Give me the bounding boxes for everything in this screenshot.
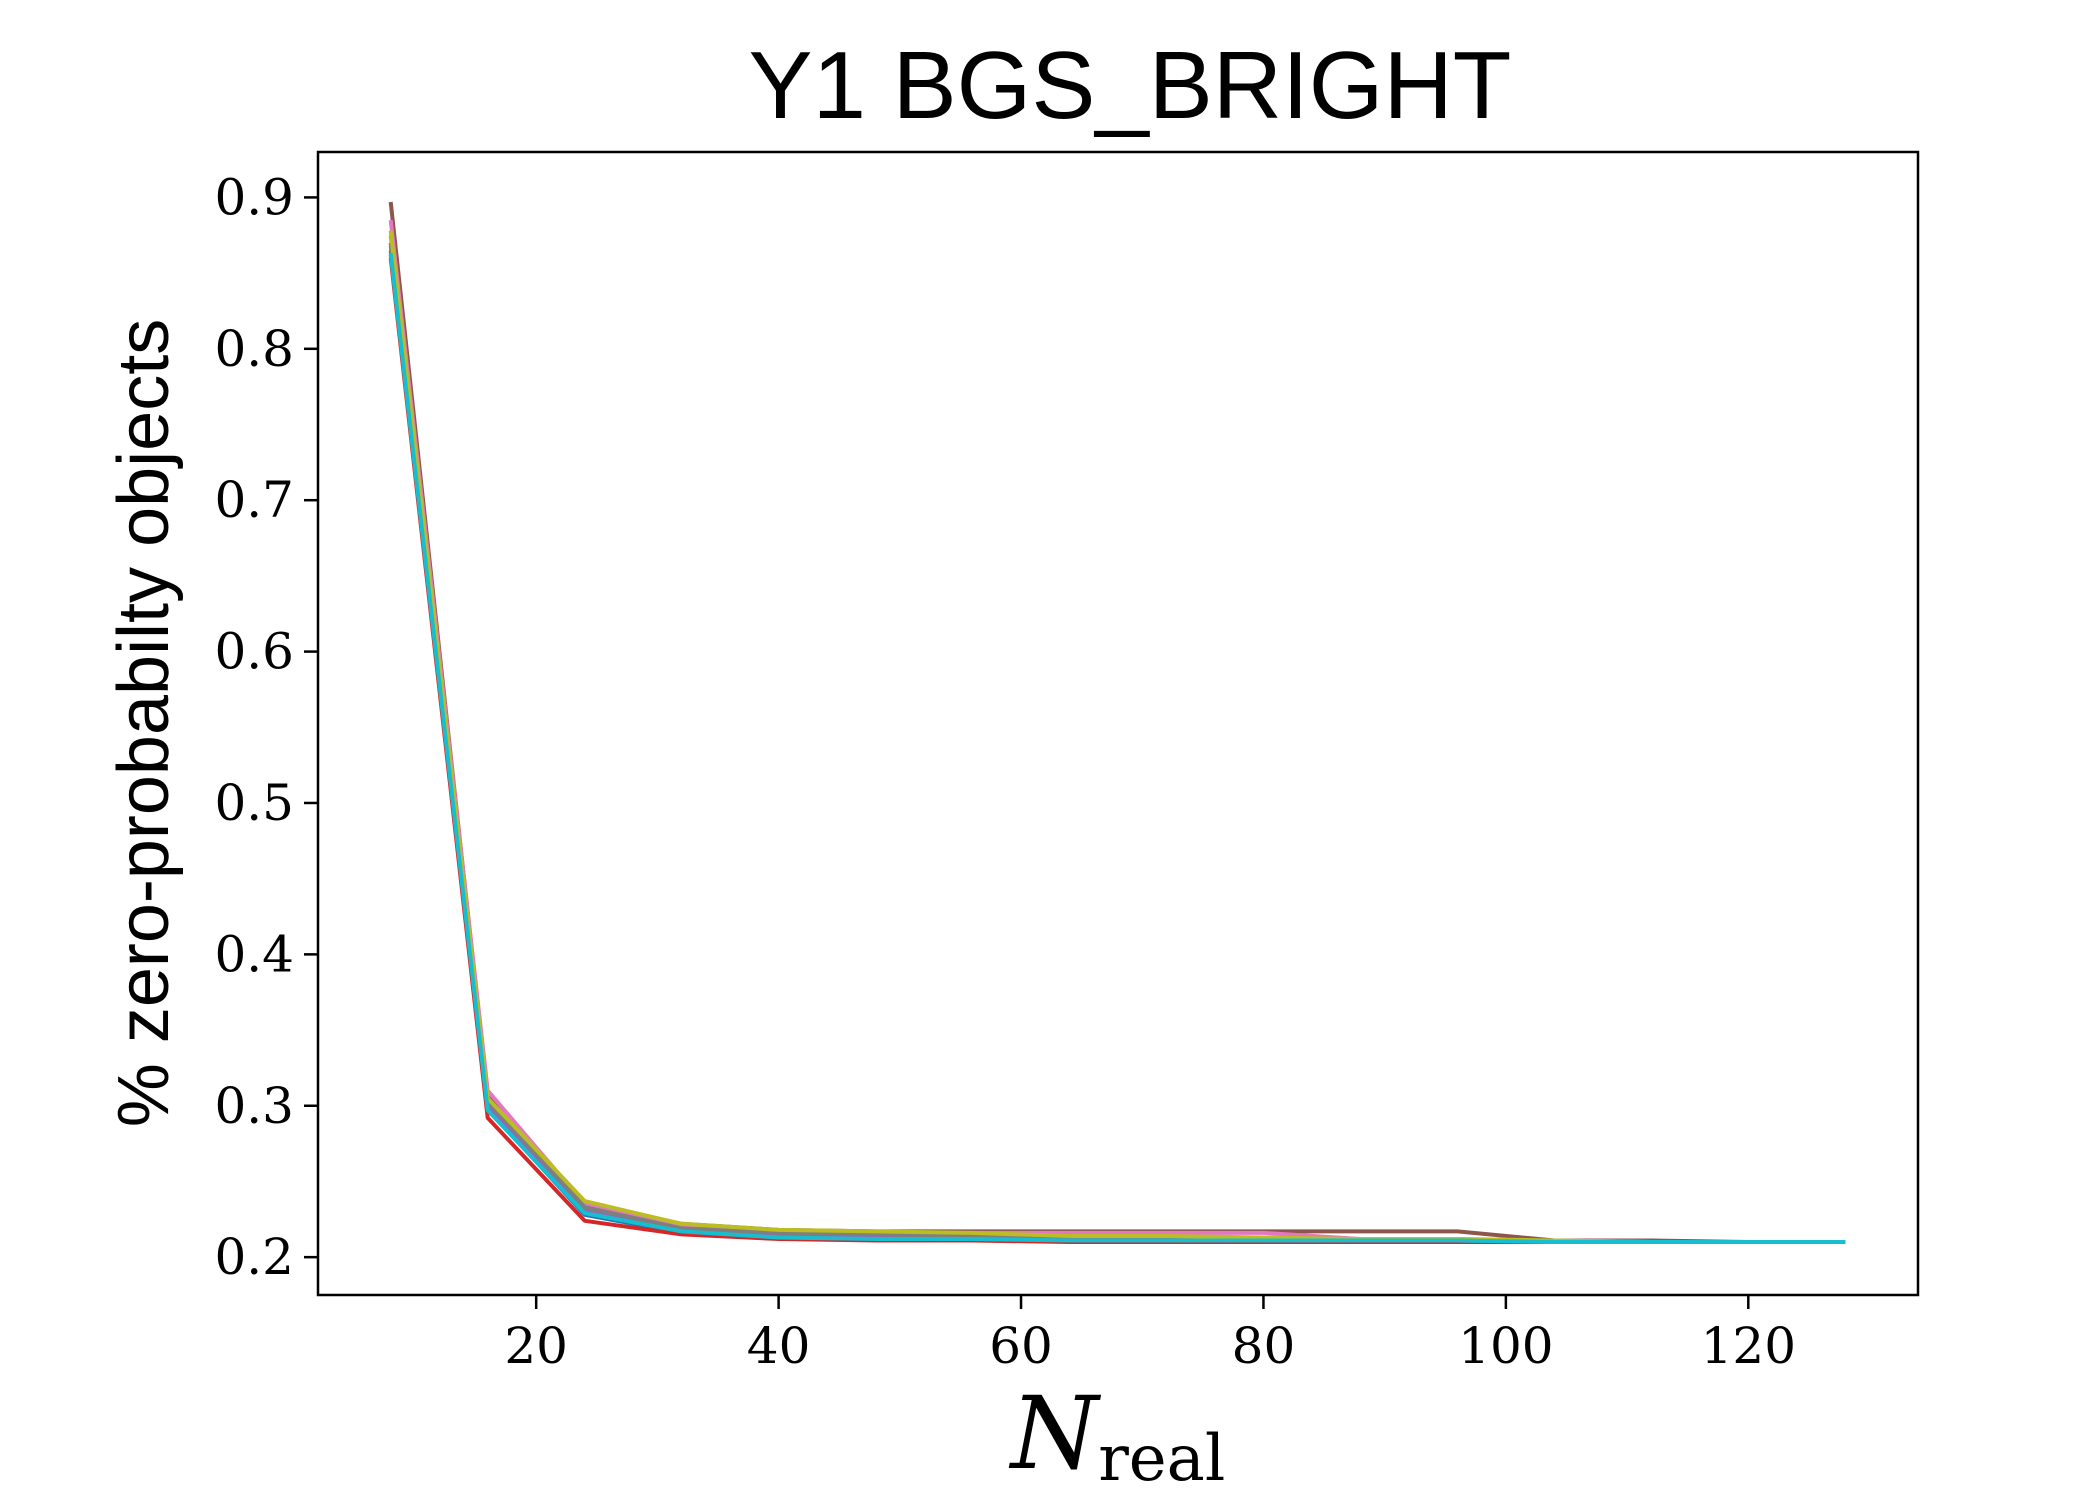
series-line-9 xyxy=(388,230,1846,1244)
x-tick-label: 100 xyxy=(1458,1317,1553,1375)
y-tick-label: 0.3 xyxy=(214,1077,294,1135)
series-line-5 xyxy=(388,245,1846,1244)
chart-title: Y1 BGS_BRIGHT xyxy=(749,32,1512,139)
y-tick-label: 0.4 xyxy=(214,925,294,983)
y-axis-ticks: 0.2 0.3 0.4 0.5 0.6 0.7 0.8 0.9 xyxy=(214,168,318,1286)
series-line-8 xyxy=(388,242,1846,1244)
y-tick-label: 0.7 xyxy=(214,471,294,529)
series-line-4 xyxy=(388,257,1846,1244)
series-line-2 xyxy=(388,235,1846,1244)
series-line-10 xyxy=(388,253,1846,1244)
y-tick-label: 0.8 xyxy=(214,320,294,378)
series-line-6 xyxy=(388,201,1846,1244)
x-tick-label: 40 xyxy=(747,1317,811,1375)
y-tick-label: 0.9 xyxy=(214,168,294,226)
series-layer xyxy=(388,201,1846,1244)
series-line-7 xyxy=(388,219,1846,1244)
series-line-1 xyxy=(388,254,1846,1244)
series-line-3 xyxy=(388,250,1846,1244)
axes-frame xyxy=(316,150,1920,1297)
x-tick-label: 80 xyxy=(1232,1317,1296,1375)
y-axis-label: % zero-probabilty objects xyxy=(104,319,184,1127)
x-tick-label: 120 xyxy=(1701,1317,1796,1375)
x-axis-label: Nreal xyxy=(1009,1375,1226,1496)
y-tick-label: 0.2 xyxy=(214,1228,294,1286)
x-axis-label-subscript: real xyxy=(1098,1422,1225,1496)
x-tick-label: 20 xyxy=(504,1317,568,1375)
x-tick-label: 60 xyxy=(989,1317,1053,1375)
plot-area: 20 40 60 80 100 120 0.2 0.3 0.4 0.5 0.6 0.7 0.8 0.9 xyxy=(214,150,1920,1375)
x-axis-ticks: 20 40 60 80 100 120 xyxy=(504,1295,1796,1375)
y-tick-label: 0.5 xyxy=(214,774,294,832)
x-axis-label-main: N xyxy=(1009,1375,1102,1492)
y-tick-label: 0.6 xyxy=(214,623,294,681)
